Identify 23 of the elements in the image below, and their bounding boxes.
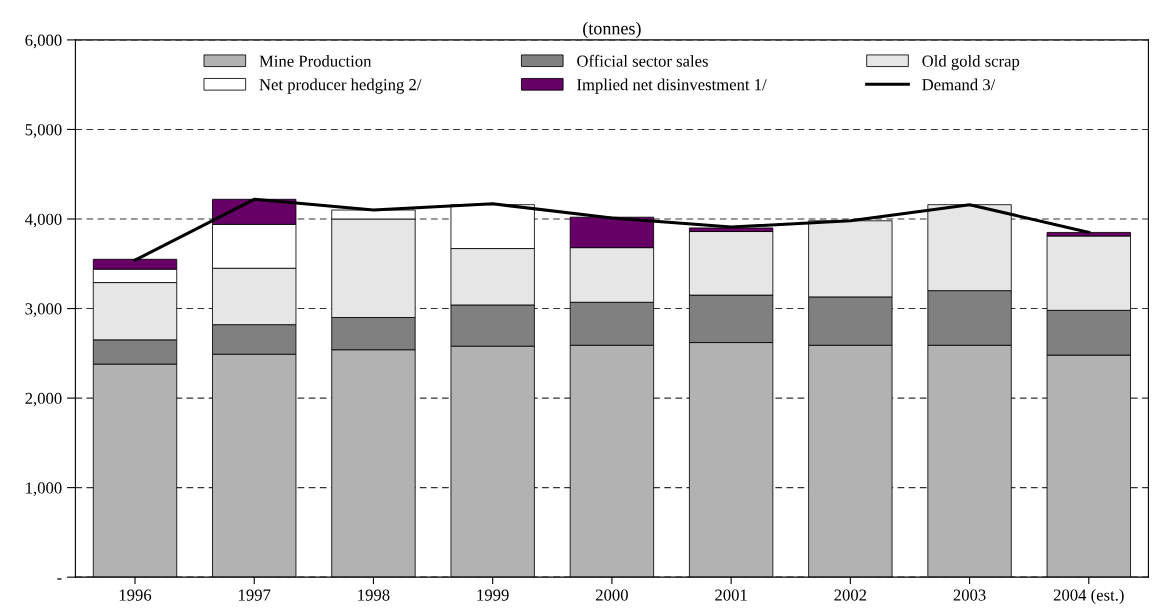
x-tick-label: 2004 (est.) — [1053, 588, 1124, 605]
x-tick-label: 1997 — [239, 589, 271, 601]
y-tick-label: 2,000 — [25, 392, 62, 407]
legend-label: Implied net disinvestment 1/ — [577, 78, 767, 94]
y-tick-label: 5,000 — [25, 124, 62, 138]
legend-label: Net producer hedging 2/ — [259, 78, 422, 94]
chart-title: (tonnes) — [583, 21, 641, 39]
y-tick-label: 4,000 — [25, 213, 62, 228]
y-tick-label: 3,000 — [25, 303, 62, 317]
legend-label: Official sector sales — [577, 54, 708, 67]
legend-label: Mine Production — [259, 55, 372, 67]
y-tick-label: 6,000 — [25, 34, 62, 49]
x-tick-label: 1996 — [119, 589, 152, 601]
x-tick-label: 1998 — [358, 589, 390, 601]
x-tick-label: 1999 — [477, 589, 509, 601]
y-tick-label: 1,000 — [26, 482, 62, 496]
legend-label: Old gold scrap — [922, 55, 1020, 71]
x-tick-label: 2001 — [715, 589, 747, 601]
x-tick-label: 2003 — [953, 589, 986, 601]
x-tick-label: 2000 — [595, 589, 628, 601]
y-tick-label: - — [57, 578, 62, 580]
x-tick-label: 2002 — [834, 589, 867, 601]
legend-label: Demand 3/ — [922, 78, 996, 91]
